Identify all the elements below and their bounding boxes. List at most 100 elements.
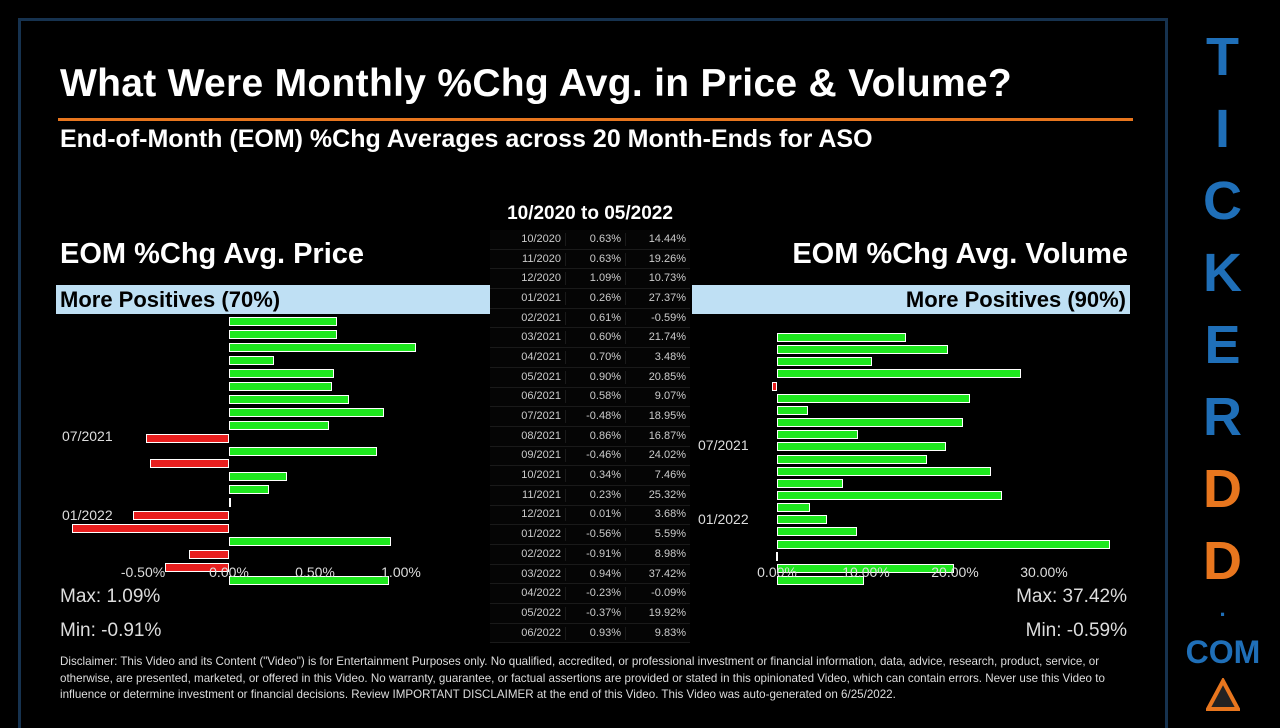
bar-07/2021	[777, 442, 946, 452]
volume-cell: -0.09%	[651, 587, 686, 600]
price-chart: -0.50% 0.00% 0.50% 1.00% 07/2021 01/2022	[56, 314, 490, 588]
table-row: 12/2021 0.01% 3.68%	[490, 506, 690, 526]
bar-02/2021	[229, 368, 334, 378]
volume-cell: 8.98%	[654, 547, 686, 560]
volume-heading: EOM %Chg Avg. Volume	[792, 238, 1128, 270]
bar-03/2022	[777, 539, 1111, 549]
volume-cell: 21.74%	[648, 331, 686, 344]
price-cell: 0.70%	[566, 350, 626, 364]
category-label: 07/2021	[62, 428, 113, 444]
price-cell: 0.60%	[566, 331, 626, 345]
price-cell: -0.48%	[566, 410, 626, 424]
price-cell: 0.63%	[566, 252, 626, 266]
bar-12/2020	[777, 357, 873, 367]
axis-tick-label: 20.00%	[931, 564, 979, 580]
month-cell: 06/2021	[490, 390, 566, 404]
volume-cell: 9.07%	[654, 390, 686, 403]
volume-cell: 20.85%	[648, 370, 686, 383]
brand-letter: R	[1203, 387, 1242, 447]
volume-cell: 27.37%	[648, 291, 686, 304]
bar-04/2021	[777, 405, 808, 415]
bar-03/2021	[777, 393, 971, 403]
tickerdd-logo-icon	[1206, 678, 1240, 711]
price-cell: 0.94%	[566, 567, 626, 581]
bar-05/2021	[777, 418, 963, 428]
month-cell: 12/2021	[490, 508, 566, 522]
price-cell: 0.63%	[566, 232, 626, 246]
bar-03/2022	[229, 537, 391, 547]
month-cell: 05/2022	[490, 606, 566, 620]
table-row: 02/2021 0.61% -0.59%	[490, 309, 690, 329]
bar-09/2021	[149, 459, 229, 469]
price-cell: 0.86%	[566, 429, 626, 443]
volume-cell: 9.83%	[654, 626, 686, 639]
month-cell: 11/2021	[490, 488, 566, 502]
table-row: 10/2021 0.34% 7.46%	[490, 466, 690, 486]
month-cell: 05/2021	[490, 370, 566, 384]
slide-frame	[18, 18, 1168, 728]
axis-tick-label: 1.00%	[381, 564, 421, 580]
price-cell: -0.56%	[566, 528, 626, 542]
table-row: 01/2022 -0.56% 5.59%	[490, 525, 690, 545]
month-cell: 11/2020	[490, 252, 566, 266]
brand-letter: D	[1203, 531, 1242, 591]
volume-cell: 19.92%	[648, 606, 686, 619]
bar-01/2022	[777, 515, 827, 525]
price-heading: EOM %Chg Avg. Price	[60, 238, 365, 270]
bar-03/2021	[229, 381, 333, 391]
month-cell: 03/2021	[490, 331, 566, 345]
table-row: 08/2021 0.86% 16.87%	[490, 427, 690, 447]
price-cell: -0.46%	[566, 449, 626, 463]
volume-min: Min: -0.59%	[1025, 620, 1127, 641]
bar-05/2022	[165, 563, 229, 573]
price-positives-band: More Positives (70%)	[56, 285, 490, 314]
volume-cell: 25.32%	[648, 488, 686, 501]
bar-02/2022	[72, 524, 229, 534]
price-cell: 0.93%	[566, 626, 626, 640]
category-label: 01/2022	[62, 507, 113, 523]
price-cell: 0.90%	[566, 370, 626, 384]
volume-positives-band: More Positives (90%)	[692, 285, 1130, 314]
bar-09/2021	[777, 466, 991, 476]
category-label: 07/2021	[698, 437, 749, 453]
bar-10/2020	[777, 333, 906, 342]
table-row: 07/2021 -0.48% 18.95%	[490, 407, 690, 427]
axis-tick-label: 0.50%	[295, 564, 335, 580]
bar-02/2021	[771, 381, 777, 391]
bar-11/2021	[229, 485, 269, 495]
table-row: 03/2022 0.94% 37.42%	[490, 565, 690, 585]
price-cell: 0.61%	[566, 311, 626, 325]
volume-cell: 18.95%	[648, 410, 686, 423]
bar-12/2020	[229, 342, 417, 352]
month-cell: 12/2020	[490, 272, 566, 286]
bar-01/2021	[229, 355, 274, 365]
volume-cell: 24.02%	[648, 449, 686, 462]
volume-cell: 37.42%	[648, 567, 686, 580]
table-row: 03/2021 0.60% 21.74%	[490, 328, 690, 349]
month-cell: 10/2020	[490, 232, 566, 246]
table-row: 10/2020 0.63% 14.44%	[490, 230, 690, 250]
price-cell: 0.58%	[566, 390, 626, 404]
bar-05/2022	[777, 563, 955, 573]
bar-06/2022	[229, 576, 389, 585]
data-table: 10/2020 0.63% 14.44% 11/2020 0.63% 19.26% 12/2…	[490, 230, 690, 644]
price-cell: 0.34%	[566, 469, 626, 483]
month-cell: 01/2021	[490, 291, 566, 305]
table-row: 01/2021 0.26% 27.37%	[490, 289, 690, 309]
price-min: Min: -0.91%	[60, 620, 162, 641]
month-cell: 04/2021	[490, 350, 566, 364]
price-max: Max: 1.09%	[60, 586, 161, 607]
bar-07/2021	[146, 433, 229, 443]
volume-cell: 7.46%	[654, 469, 686, 482]
bar-06/2021	[229, 420, 329, 430]
price-cell: -0.91%	[566, 547, 626, 561]
volume-cell: 3.48%	[654, 350, 686, 363]
bar-04/2022	[776, 551, 779, 561]
month-cell: 08/2021	[490, 429, 566, 443]
price-cell: -0.37%	[566, 606, 626, 620]
title-divider	[58, 118, 1133, 121]
brand-letter: T	[1206, 27, 1239, 87]
volume-cell: 16.87%	[648, 429, 686, 442]
month-cell: 01/2022	[490, 528, 566, 542]
page-title: What Were Monthly %Chg Avg. in Price & V…	[60, 62, 1013, 105]
